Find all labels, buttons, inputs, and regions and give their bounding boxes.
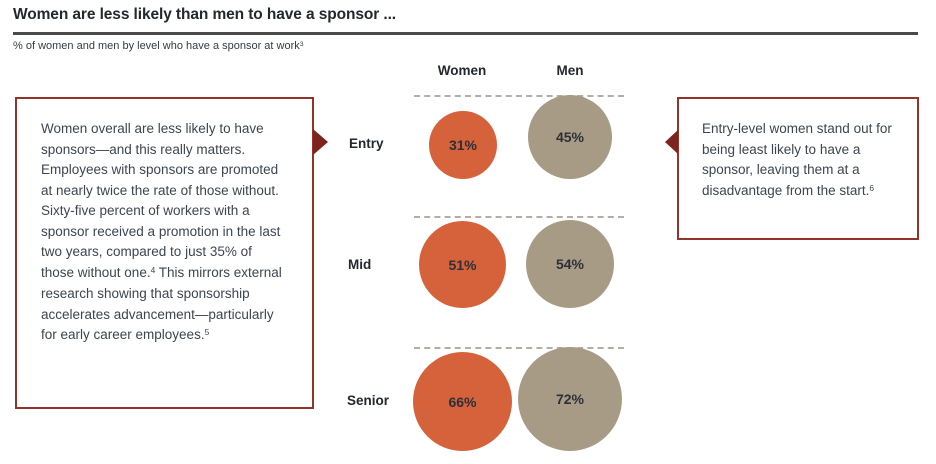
left-note-footnote-5: 5 <box>204 327 210 338</box>
right-annotation-box: Entry-level women stand out for being le… <box>665 97 919 240</box>
figure-title: Women are less likely than men to have a… <box>13 6 397 23</box>
value-label-mid-women: 51% <box>448 256 477 273</box>
dashed-baseline-senior <box>414 347 624 349</box>
value-label-entry-men: 45% <box>555 129 585 145</box>
bubble-entry-women: 31% <box>429 111 497 179</box>
column-header-men: Men <box>556 63 584 78</box>
bubble-senior-women: 66% <box>413 352 512 451</box>
bubble-mid-men: 54% <box>526 220 614 308</box>
column-header-women: Women <box>437 63 487 78</box>
right-annotation-text: Entry-level women stand out for being le… <box>702 119 895 202</box>
subtitle-text: % of women and men by level who have a s… <box>13 40 300 52</box>
bubble-entry-men: 45% <box>528 95 612 179</box>
dashed-baseline-entry <box>414 95 624 97</box>
left-annotation-box: Women overall are less likely to have sp… <box>15 97 328 409</box>
value-label-entry-women: 31% <box>448 137 478 153</box>
right-note-footnote-6: 6 <box>869 182 874 193</box>
left-note-segment-2: This mirrors external research showing t… <box>41 264 282 343</box>
left-annotation-text: Women overall are less likely to have sp… <box>41 119 286 347</box>
figure-subtitle: % of women and men by level who have a s… <box>13 40 304 52</box>
row-label-mid: Mid <box>348 257 372 272</box>
value-label-mid-men: 54% <box>555 256 585 272</box>
dashed-baseline-mid <box>414 216 624 218</box>
callout-arrow-right-icon <box>313 129 328 155</box>
right-note-segment: Entry-level women stand out for being le… <box>702 121 892 198</box>
left-note-segment-1: Women overall are less likely to have sp… <box>41 121 281 280</box>
bubble-mid-women: 51% <box>419 221 506 308</box>
value-label-senior-men: 72% <box>555 391 585 407</box>
callout-arrow-left-icon <box>665 130 678 154</box>
bubble-senior-men: 72% <box>518 347 622 451</box>
value-label-senior-women: 66% <box>448 393 477 410</box>
subtitle-footnote-marker: 3 <box>299 40 304 48</box>
row-label-senior: Senior <box>347 393 390 408</box>
left-note-footnote-4: 4 <box>150 264 156 275</box>
row-label-entry: Entry <box>349 136 384 151</box>
title-rule <box>13 32 918 35</box>
